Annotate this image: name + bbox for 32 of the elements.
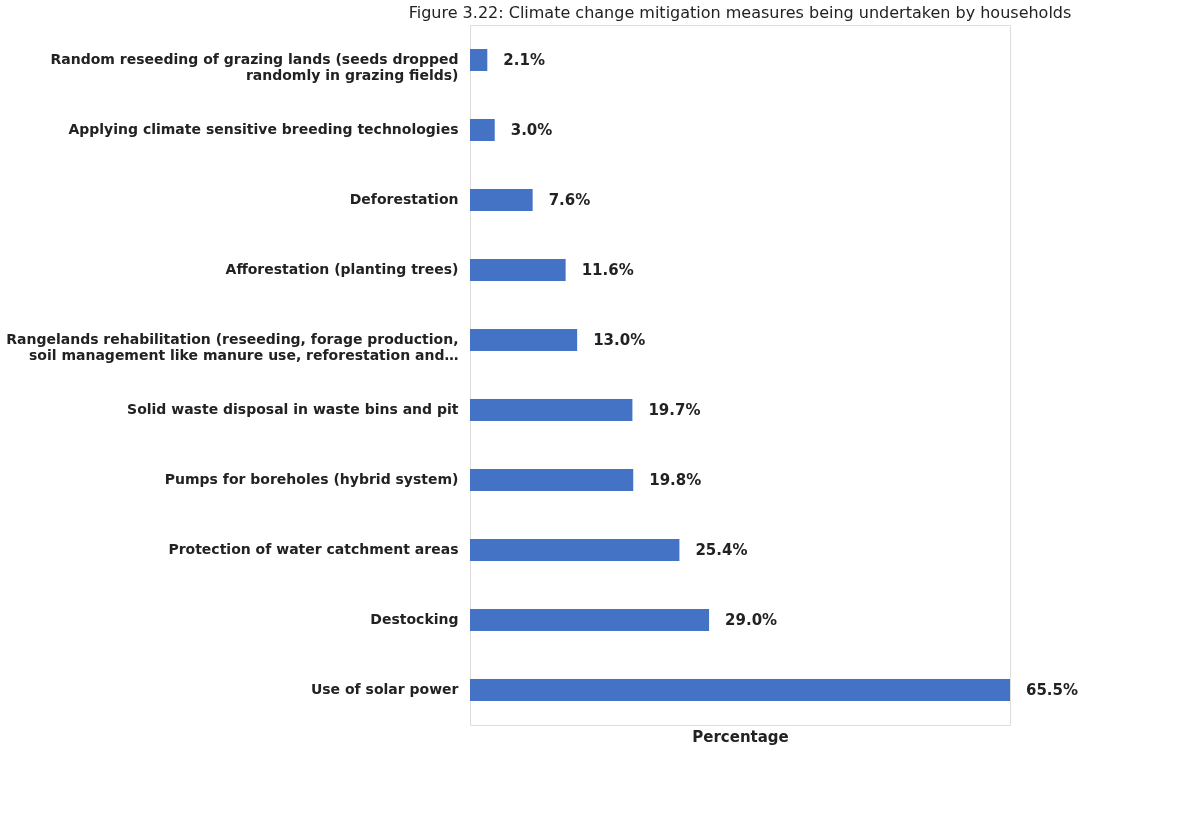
bar [470,609,710,631]
y-tick-label: Rangelands rehabilitation (reseeding, forage production, soil management like manure use, reforestation and… [6,331,459,363]
y-tick-label: Destocking [370,611,459,627]
y-tick-label: Use of solar power [310,681,459,697]
y-tick-label: Solid waste disposal in waste bins and pit [127,401,459,417]
bar [470,539,680,561]
data-label: 19.7% [648,401,701,419]
data-label: 7.6% [548,191,591,209]
bar [470,259,566,281]
data-label: 25.4% [695,541,748,559]
chart-title: Figure 3.22: Climate change mitigation measures being undertaken by households [408,3,1072,22]
y-tick-label: Protection of water catchment areas [168,541,459,557]
bar [470,469,634,491]
y-tick-label: Pumps for boreholes (hybrid system) [164,471,459,487]
y-tick-label: Afforestation (planting trees) [225,261,459,277]
data-label: 11.6% [581,261,634,279]
bar [470,329,578,351]
bar [470,119,495,141]
y-tick-label: Applying climate sensitive breeding technologies [68,121,459,137]
y-tick-label: Deforestation [349,191,459,207]
data-label: 2.1% [503,51,545,69]
x-axis-title: Percentage [692,727,789,746]
y-tick-label: Random reseeding of grazing lands (seeds dropped randomly in grazing fields) [50,51,459,83]
data-label: 29.0% [725,611,778,629]
data-label: 65.5% [1026,681,1079,699]
data-label: 19.8% [649,471,702,489]
bar [470,399,633,421]
data-label: 13.0% [593,331,646,349]
data-label: 3.0% [510,121,553,139]
bar [470,679,1010,701]
bar [470,189,533,211]
bar [470,49,488,71]
